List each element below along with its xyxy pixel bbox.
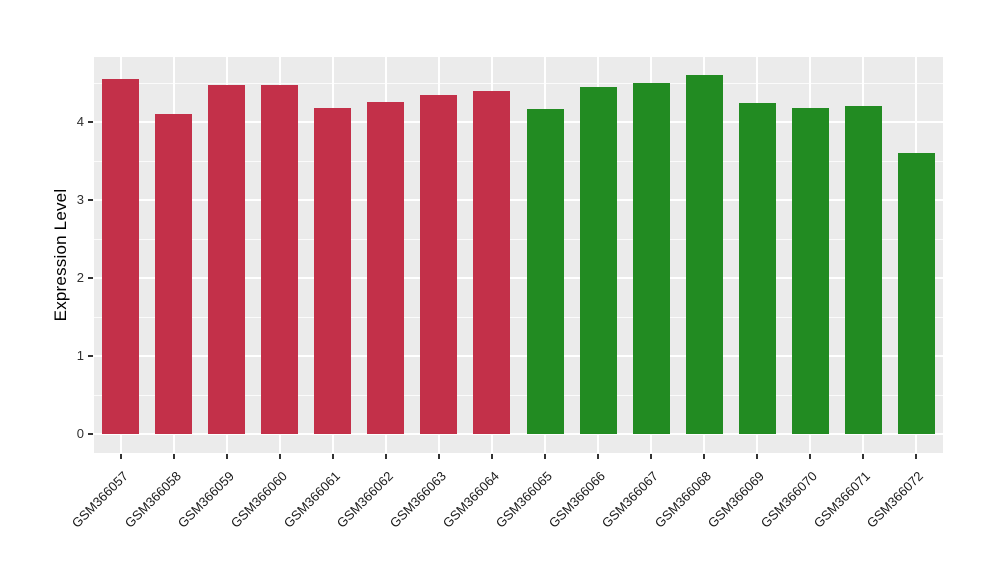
x-tick-label: GSM366072: [864, 468, 927, 531]
y-tick-mark: [88, 277, 93, 279]
x-tick-label: GSM366065: [492, 468, 555, 531]
y-tick-mark: [88, 355, 93, 357]
x-tick-mark: [597, 454, 600, 459]
x-tick-mark: [331, 454, 334, 459]
y-tick-label: 2: [76, 270, 84, 285]
gridline-major: [94, 277, 943, 279]
y-tick-mark: [88, 121, 93, 123]
bar-GSM366061: [314, 107, 352, 434]
gridline-major: [94, 121, 943, 123]
bar-GSM366067: [632, 83, 670, 434]
y-tick-label: 0: [76, 426, 84, 441]
x-tick-mark: [278, 454, 281, 459]
y-tick-label: 4: [76, 114, 84, 129]
gridline-major: [94, 433, 943, 435]
bar-GSM366058: [155, 114, 193, 434]
bar-GSM366072: [897, 153, 935, 434]
bar-GSM366069: [738, 102, 776, 434]
gridline-minor: [94, 82, 943, 84]
x-tick-label: GSM366057: [68, 468, 131, 531]
gridline-minor: [94, 394, 943, 396]
x-tick-label: GSM366059: [174, 468, 237, 531]
bar-GSM366059: [208, 84, 246, 434]
y-tick-mark: [88, 433, 93, 435]
x-tick-label: GSM366063: [386, 468, 449, 531]
bar-GSM366071: [844, 106, 882, 434]
gridline-major: [94, 355, 943, 357]
x-tick-label: GSM366066: [545, 468, 609, 531]
bar-GSM366066: [579, 86, 617, 434]
x-tick-mark: [225, 454, 228, 459]
x-tick-label: GSM366062: [333, 468, 396, 531]
bar-GSM366057: [102, 79, 140, 434]
x-tick-mark: [756, 454, 759, 459]
bar-GSM366070: [791, 107, 829, 434]
x-tick-mark: [437, 454, 440, 459]
x-tick-label: GSM366068: [651, 468, 715, 531]
plot-panel: [94, 57, 943, 453]
bar-GSM366062: [367, 101, 405, 434]
bar-GSM366065: [526, 108, 564, 434]
x-tick-mark: [862, 454, 865, 459]
x-tick-mark: [544, 454, 547, 459]
bar-GSM366063: [420, 95, 458, 434]
y-tick-label: 3: [76, 192, 84, 207]
x-tick-mark: [172, 454, 175, 459]
x-tick-mark: [490, 454, 493, 459]
bar-GSM366060: [261, 84, 299, 434]
x-tick-mark: [119, 454, 122, 459]
x-tick-label: GSM366060: [227, 468, 290, 531]
x-tick-mark: [650, 454, 653, 459]
x-tick-mark: [915, 454, 918, 459]
x-tick-mark: [703, 454, 706, 459]
x-tick-label: GSM366064: [439, 468, 502, 531]
gridline-minor: [94, 238, 943, 240]
y-tick-label: 1: [76, 348, 84, 363]
x-tick-mark: [809, 454, 812, 459]
bar-GSM366068: [685, 75, 723, 434]
x-tick-label: GSM366070: [758, 468, 821, 531]
x-tick-mark: [384, 454, 387, 459]
x-tick-label: GSM366067: [598, 468, 662, 531]
bar-GSM366064: [473, 90, 511, 434]
gridline-minor: [94, 160, 943, 162]
gridline-minor: [94, 316, 943, 318]
gridline-major: [94, 199, 943, 201]
y-tick-mark: [88, 199, 93, 201]
x-tick-label: GSM366061: [280, 468, 343, 531]
x-tick-label: GSM366069: [705, 468, 768, 531]
